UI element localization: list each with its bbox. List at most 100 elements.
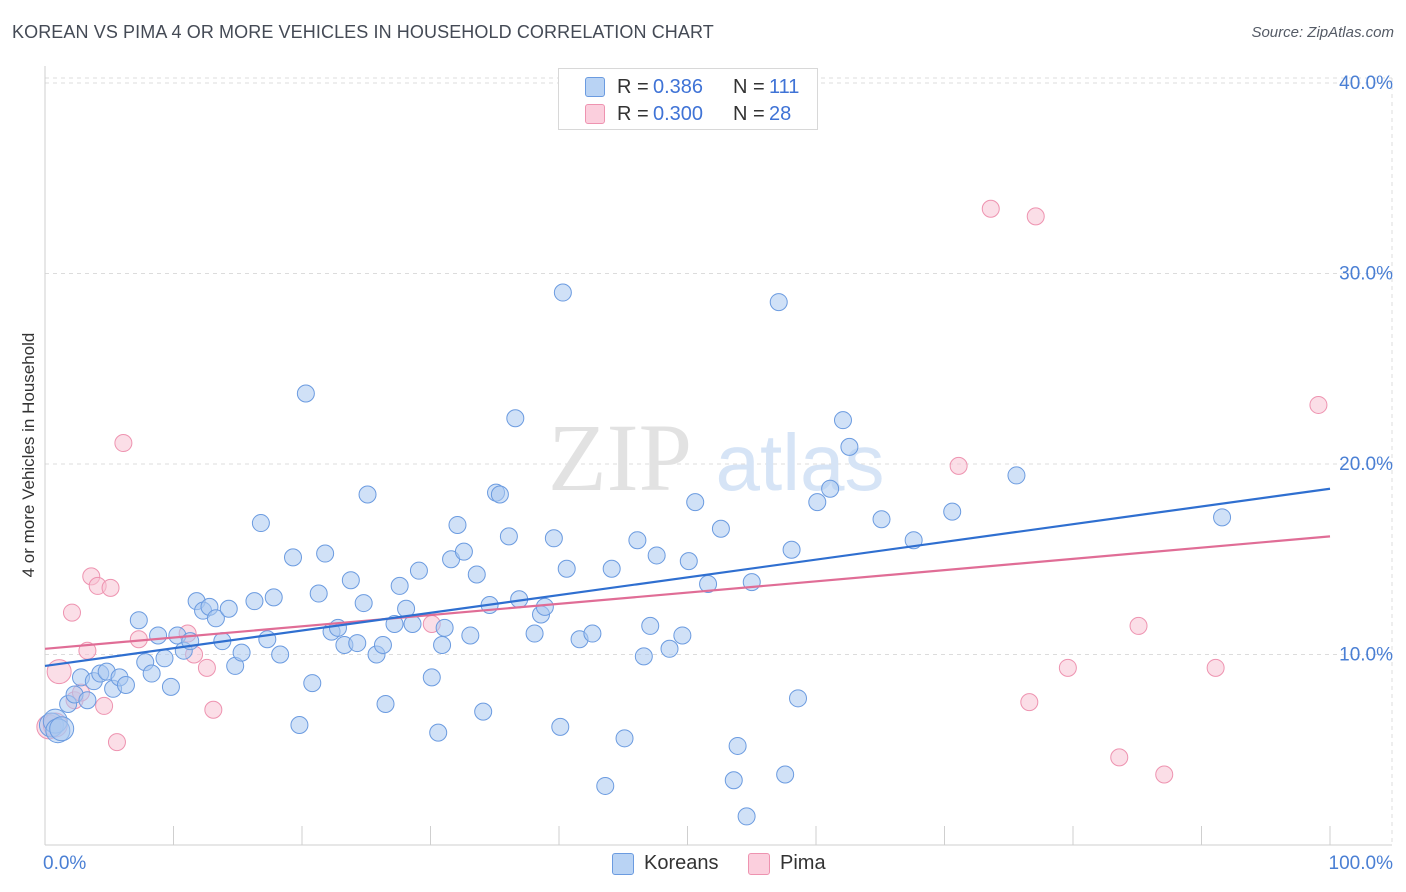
korean-point <box>602 559 621 578</box>
korean-point <box>551 717 570 736</box>
korean-point <box>251 514 270 533</box>
korean-point <box>316 544 335 563</box>
pima-point <box>1309 395 1328 414</box>
korean-point <box>142 664 161 683</box>
korean-point <box>904 531 923 550</box>
pima-point <box>107 733 126 752</box>
korean-point <box>219 599 238 618</box>
koreans-n-label: N = <box>733 75 765 98</box>
pima-point <box>1026 207 1045 226</box>
koreans-n-value: 111 <box>769 75 800 98</box>
korean-point <box>1007 466 1026 485</box>
korean-point <box>474 702 493 721</box>
korean-point <box>358 485 377 504</box>
korean-point <box>789 689 808 708</box>
korean-point <box>258 630 277 649</box>
x-tick-label-100: 100.0% <box>1329 853 1394 874</box>
pima-point <box>1155 765 1174 784</box>
pima-point <box>1020 693 1039 712</box>
korean-point <box>390 576 409 595</box>
korean-point <box>422 668 441 687</box>
korean-point <box>271 645 290 664</box>
korean-point <box>161 677 180 696</box>
korean-point <box>454 542 473 561</box>
korean-point <box>535 597 554 616</box>
korean-point <box>409 561 428 580</box>
pima-point <box>62 603 81 622</box>
bottom-koreans-swatch <box>612 852 634 875</box>
korean-point <box>354 594 373 613</box>
korean-point <box>544 529 563 548</box>
watermark-zip: ZIP <box>548 404 692 511</box>
watermark-atlas: atlas <box>716 418 885 507</box>
pima-n-value: 28 <box>769 102 792 125</box>
bottom-pima-label: Pima <box>780 852 826 874</box>
bottom-legend-pima: Pima <box>748 852 826 875</box>
korean-point <box>499 527 518 546</box>
korean-point <box>872 510 891 529</box>
y-tick-label-10: 10.0% <box>1339 645 1393 666</box>
korean-point <box>673 626 692 645</box>
pima-trend-line <box>44 535 1331 650</box>
korean-point <box>583 624 602 643</box>
bottom-pima-swatch <box>748 852 770 875</box>
source-label: Source: ZipAtlas.com <box>1251 24 1394 41</box>
korean-point <box>461 626 480 645</box>
y-axis-label: 4 or more Vehicles in Household <box>19 333 38 578</box>
korean-point <box>284 548 303 567</box>
bottom-koreans-label: Koreans <box>644 852 719 874</box>
koreans-trend-line <box>44 487 1331 668</box>
korean-point <box>769 293 788 312</box>
korean-point <box>264 588 283 607</box>
korean-point <box>833 411 852 430</box>
korean-point <box>448 515 467 534</box>
korean-point <box>232 643 251 662</box>
korean-point <box>641 616 660 635</box>
korean-point <box>49 716 75 742</box>
tick-labels: 10.0% 20.0% 30.0% 40.0% 0.0% 100.0% <box>43 73 1393 874</box>
korean-point <box>553 283 572 302</box>
korean-point <box>647 546 666 565</box>
korean-point <box>376 695 395 714</box>
korean-point <box>341 571 360 590</box>
korean-point <box>840 437 859 456</box>
pima-n-label: N = <box>733 102 765 125</box>
korean-point <box>206 609 225 628</box>
korean-point <box>737 807 756 826</box>
koreans-points <box>38 283 1232 826</box>
korean-point <box>245 592 264 611</box>
korean-point <box>711 519 730 538</box>
korean-point <box>303 674 322 693</box>
pima-point <box>949 456 968 475</box>
korean-point <box>615 729 634 748</box>
korean-point <box>821 479 840 498</box>
pima-point <box>95 696 114 715</box>
korean-point <box>686 493 705 512</box>
korean-point <box>782 540 801 559</box>
chart-title: KOREAN VS PIMA 4 OR MORE VEHICLES IN HOU… <box>12 22 714 42</box>
korean-point <box>348 634 367 653</box>
korean-point <box>724 771 743 790</box>
korean-point <box>385 615 404 634</box>
korean-point <box>634 647 653 666</box>
pima-point <box>981 199 1000 218</box>
korean-point <box>506 409 525 428</box>
pima-point <box>197 658 216 677</box>
y-tick-label-40: 40.0% <box>1339 73 1393 94</box>
y-tick-label-30: 30.0% <box>1339 264 1393 285</box>
koreans-swatch <box>585 77 605 97</box>
korean-point <box>116 675 135 694</box>
pima-point <box>1206 658 1225 677</box>
korean-point <box>943 502 962 521</box>
pima-swatch <box>585 104 605 124</box>
korean-point <box>435 618 454 637</box>
x-tick-label-0: 0.0% <box>43 853 86 874</box>
korean-point <box>155 649 174 668</box>
koreans-r-label: R = <box>617 75 649 98</box>
korean-point <box>660 639 679 658</box>
pima-r-value: 0.300 <box>653 102 704 125</box>
korean-point <box>429 723 448 742</box>
korean-point <box>728 736 747 755</box>
koreans-r-value: 0.386 <box>653 75 704 98</box>
